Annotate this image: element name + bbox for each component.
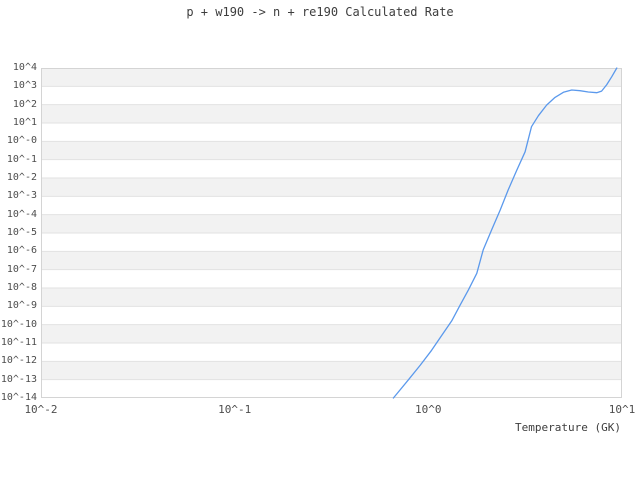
y-tick-label: 10^-7 <box>6 263 37 275</box>
y-tick-label: 10^-8 <box>6 282 37 293</box>
rate-curve-line <box>392 67 618 399</box>
y-tick-label: 10^-11 <box>0 337 37 348</box>
plot-gridlines <box>41 85 622 381</box>
rate-curve <box>392 67 618 399</box>
y-tick-label: 10^-13 <box>0 373 37 385</box>
x-tick-label: 10^-1 <box>218 403 252 416</box>
plot-band <box>41 251 622 270</box>
y-tick-label: 10^-12 <box>0 355 37 367</box>
y-tick-label: 10^-3 <box>6 190 37 202</box>
x-axis-title: Temperature (GK) <box>515 421 621 434</box>
y-tick-label: 10^1 <box>12 117 37 128</box>
plot-band <box>41 288 622 307</box>
plot-band <box>41 214 622 233</box>
y-tick-label: 10^-5 <box>6 227 37 238</box>
y-tick-label: 10^-2 <box>6 172 37 183</box>
plot-band <box>41 361 622 380</box>
y-tick-label: 10^-1 <box>6 153 37 165</box>
y-tick-label: 10^2 <box>12 98 37 110</box>
y-tick-label: 10^3 <box>12 80 37 92</box>
plot-bands <box>41 68 622 380</box>
plot-border-rect <box>41 68 622 398</box>
y-tick-label: 10^-6 <box>6 245 37 257</box>
y-tick-label: 10^-9 <box>6 300 37 312</box>
y-tick-label: 10^-0 <box>6 135 37 147</box>
y-tick-label: 10^-14 <box>0 392 37 403</box>
plot-band <box>41 178 622 197</box>
plot-border <box>41 68 622 398</box>
x-tick-label: 10^-2 <box>24 403 58 416</box>
chart-title: p + w190 -> n + re190 Calculated Rate <box>186 5 454 19</box>
plot-band <box>41 141 622 160</box>
x-tick-label: 10^0 <box>415 403 442 416</box>
y-tick-label: 10^4 <box>12 62 37 73</box>
y-tick-label: 10^-4 <box>6 208 37 220</box>
plot-band <box>41 104 622 123</box>
plot-band <box>41 324 622 343</box>
plot-band <box>41 68 622 87</box>
y-tick-label: 10^-10 <box>0 318 37 330</box>
x-tick-label: 10^1 <box>608 403 636 416</box>
